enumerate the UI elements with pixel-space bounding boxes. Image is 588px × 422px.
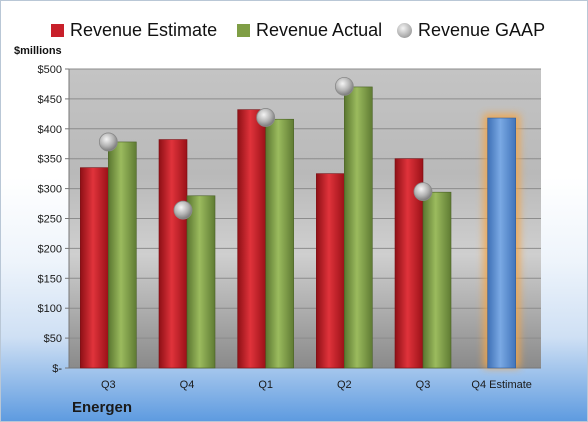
legend-swatch-estimate	[51, 23, 64, 37]
x-tick-label: Q4 Estimate	[471, 379, 532, 391]
y-tick-label: $450	[38, 94, 62, 106]
marker-revenue-gaap	[256, 108, 276, 127]
bar-revenue-estimate	[237, 109, 266, 369]
legend-item-actual: Revenue Actual	[237, 18, 382, 42]
x-tick-label: Q4	[180, 379, 195, 391]
y-axis-unit-label: $millions	[14, 45, 62, 57]
marker-revenue-gaap	[413, 182, 433, 201]
y-tick-label: $-	[52, 363, 62, 375]
legend-swatch-gaap	[397, 22, 412, 38]
y-tick-label: $250	[38, 214, 62, 226]
legend-label-estimate: Revenue Estimate	[70, 19, 218, 40]
bar-revenue-actual	[108, 141, 137, 369]
y-tick-label: $150	[38, 273, 62, 285]
y-tick-label: $50	[44, 333, 62, 345]
x-tick-label: Q3	[101, 379, 116, 391]
marker-revenue-gaap	[173, 200, 193, 220]
legend-label-gaap: Revenue GAAP	[418, 19, 546, 40]
bar-chart: $- $50 $100 $150 $200 $250 $300 $350 $400 $450 $50…	[38, 64, 541, 391]
bar-revenue-actual	[422, 191, 452, 369]
bar-revenue-actual	[344, 86, 373, 369]
legend-item-estimate: Revenue Estimate	[51, 18, 217, 42]
y-tick-label: $400	[38, 124, 62, 136]
y-tick-label: $200	[38, 243, 62, 255]
y-tick-label: $500	[38, 64, 62, 76]
bar-revenue-actual	[265, 118, 294, 369]
x-tick-label: Q1	[258, 379, 273, 391]
company-name: Energen	[72, 399, 133, 416]
x-tick-label: Q2	[337, 379, 352, 391]
bar-revenue-estimate	[80, 167, 109, 369]
legend-swatch-actual	[237, 23, 250, 37]
legend-item-gaap: Revenue GAAP	[397, 18, 545, 42]
bar-revenue-estimate	[316, 173, 345, 369]
bar-revenue-q4-estimate	[487, 117, 516, 369]
y-tick-label: $350	[38, 154, 62, 166]
legend: Revenue Estimate Revenue Actual Revenue …	[51, 18, 561, 42]
bar-revenue-estimate	[158, 139, 188, 369]
y-tick-label: $100	[38, 303, 62, 315]
legend-label-actual: Revenue Actual	[256, 19, 383, 40]
bar-revenue-actual	[186, 195, 216, 369]
x-tick-label: Q3	[416, 379, 431, 391]
marker-revenue-gaap	[334, 76, 354, 96]
marker-revenue-gaap	[98, 132, 118, 152]
y-tick-label: $300	[38, 184, 62, 196]
